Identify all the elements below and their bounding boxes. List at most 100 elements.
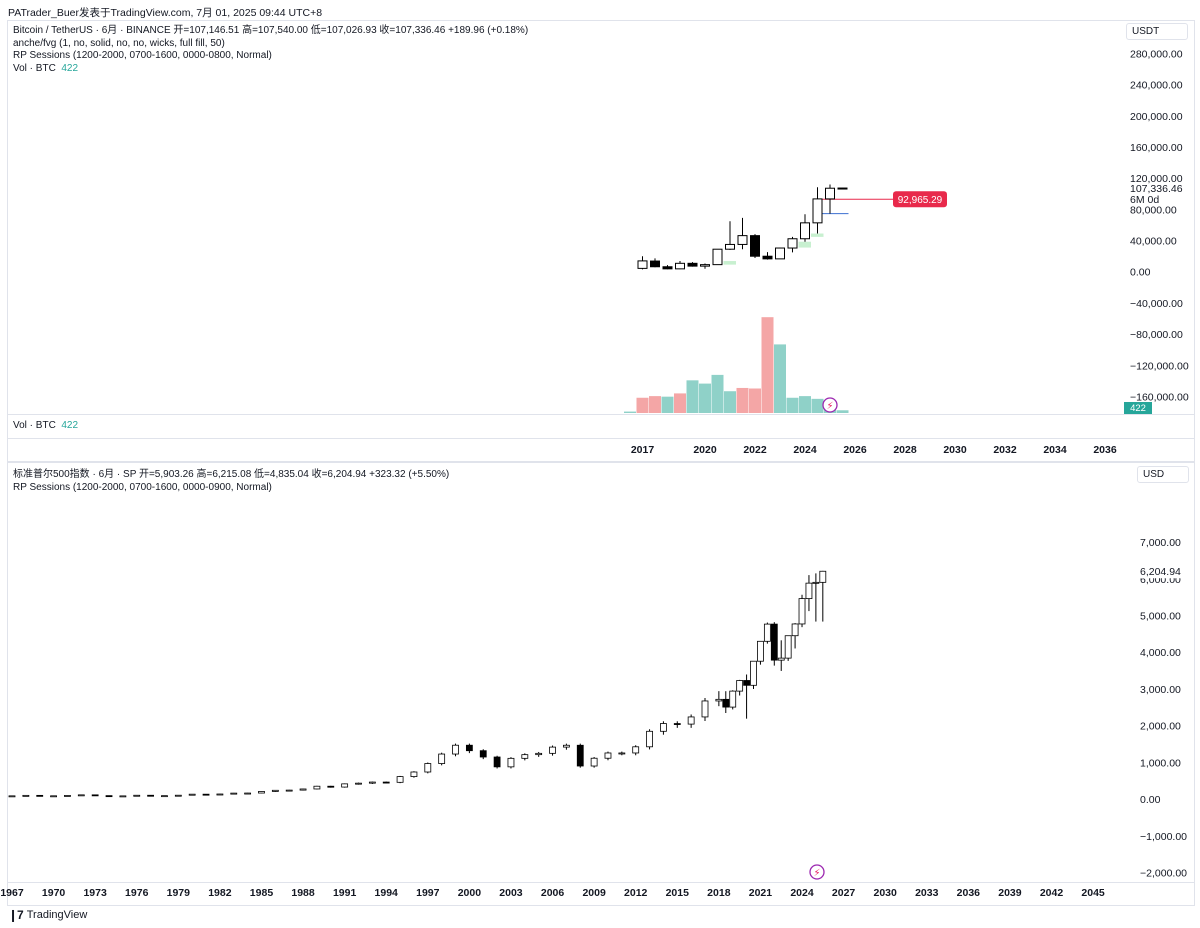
- spx-candle: [549, 746, 556, 754]
- btc-symbol-legend[interactable]: Bitcoin / TetherUS · 6月 · BINANCE 开=107,…: [13, 25, 529, 36]
- tradingview-logo[interactable]: ❙7 TradingView: [8, 908, 87, 922]
- btc-x-tick-label: 2036: [1093, 444, 1117, 456]
- spx-candle: [791, 623, 799, 637]
- spx-candle: [632, 746, 640, 754]
- btc-y-tick-label: 160,000.00: [1130, 142, 1183, 154]
- spx-x-tick-label: 1973: [83, 887, 107, 899]
- fvg-zone: [811, 233, 824, 237]
- lightning-glyph: ⚡: [826, 401, 833, 412]
- btc-candle: [775, 247, 785, 260]
- spx-candle: [230, 792, 238, 795]
- spx-candle: [729, 690, 737, 708]
- target-label-badge: [893, 191, 947, 208]
- spx-x-tick-label: 1979: [167, 887, 191, 899]
- spx-candle: [770, 623, 778, 661]
- spx-x-tick-label: 2018: [707, 887, 731, 899]
- btc-candle: [750, 235, 760, 257]
- btc-candle: [700, 264, 710, 267]
- btc-candle: [675, 262, 685, 270]
- btc-currency-button[interactable]: USDT: [1126, 23, 1188, 40]
- btc-candle: [650, 260, 660, 268]
- spx-last-price-bg: [1136, 564, 1192, 579]
- volume-value-badge-text: 422: [1130, 403, 1146, 414]
- btc-time-axis[interactable]: [7, 438, 1195, 462]
- spx-x-tick-label: 1988: [291, 887, 315, 899]
- spx-rp-sessions-legend[interactable]: RP Sessions (1200-2000, 0700-1600, 0000-…: [13, 481, 272, 493]
- spx-candle: [258, 791, 265, 794]
- btc-candle: [812, 198, 823, 224]
- btc-y-tick-label: −80,000.00: [1130, 329, 1183, 341]
- spx-candle: [396, 776, 404, 783]
- spx-last-price-label: 6,204.94: [1140, 566, 1181, 578]
- btc-volume-bar: [636, 397, 649, 413]
- spx-time-axis[interactable]: [7, 882, 1195, 906]
- spx-candle: [22, 794, 30, 797]
- spx-candle: [64, 795, 71, 797]
- tradingview-logo-icon: ❙7: [8, 908, 24, 922]
- spx-candle: [105, 795, 113, 798]
- spx-y-tick-label: 0.00: [1140, 794, 1161, 806]
- btc-volume-bar: [761, 317, 774, 413]
- btc-volume-pane-legend[interactable]: Vol · BTC 422: [13, 420, 79, 431]
- spx-y-tick-label: 2,000.00: [1140, 721, 1181, 733]
- spx-candle: [438, 753, 446, 764]
- btc-volume-bar: [686, 380, 699, 413]
- btc-volume-bar: [749, 388, 761, 413]
- spx-candle: [812, 581, 820, 584]
- fvg-indicator-legend[interactable]: anche/fvg (1, no, solid, no, no, wicks, …: [13, 37, 225, 49]
- spx-x-tick-label: 1994: [375, 887, 399, 899]
- spx-candle: [660, 723, 667, 732]
- btc-main-pane[interactable]: [7, 20, 1195, 416]
- tradingview-label: TradingView: [26, 909, 88, 921]
- btc-x-tick-label: 2032: [993, 444, 1017, 456]
- spx-chart[interactable]: 7,000.006,000.005,000.004,000.003,000.00…: [0, 460, 1200, 920]
- spx-candle: [673, 723, 681, 725]
- spx-y-tick-label: 5,000.00: [1140, 611, 1181, 623]
- btc-x-tick-label: 2034: [1043, 444, 1067, 456]
- spx-x-tick-label: 2027: [832, 887, 856, 899]
- spx-x-tick-label: 2030: [874, 887, 898, 899]
- volume-legend[interactable]: Vol · BTC 422: [13, 62, 79, 74]
- spx-candle: [91, 794, 99, 797]
- spx-y-tick-label: 3,000.00: [1140, 684, 1181, 696]
- target-label-text: 92,965.29: [898, 195, 943, 206]
- spx-candle: [736, 680, 744, 692]
- btc-x-tick-label: 2030: [943, 444, 967, 456]
- spx-symbol-legend[interactable]: 标准普尔500指数 · 6月 · SP 开=5,903.26 高=6,215.0…: [13, 469, 450, 480]
- spx-candle: [355, 782, 362, 785]
- btc-candle: [637, 260, 648, 269]
- btc-y-tick-label: 80,000.00: [1130, 204, 1177, 216]
- spx-candle: [763, 623, 771, 642]
- spx-candle: [646, 730, 653, 748]
- spx-x-tick-label: 2042: [1040, 887, 1064, 899]
- btc-candle: [662, 266, 673, 270]
- btc-volume-bar: [724, 391, 736, 413]
- spx-candle: [216, 793, 224, 796]
- spx-candle: [576, 744, 584, 767]
- spx-x-tick-label: 2021: [749, 887, 773, 899]
- spx-candle: [604, 752, 612, 759]
- spx-candle: [750, 660, 757, 686]
- btc-volume-bar: [836, 410, 849, 413]
- spx-candle: [285, 789, 293, 792]
- btc-x-tick-label: 2017: [631, 444, 655, 456]
- spx-main-pane[interactable]: [7, 462, 1195, 884]
- btc-x-tick-label: 2022: [743, 444, 767, 456]
- spx-currency-button[interactable]: USD: [1137, 466, 1189, 483]
- rp-sessions-legend[interactable]: RP Sessions (1200-2000, 0700-1600, 0000-…: [13, 50, 272, 61]
- spx-candle: [368, 781, 376, 784]
- spx-x-tick-label: 2033: [915, 887, 939, 899]
- spx-candle: [757, 640, 764, 662]
- spx-x-tick-label: 1970: [42, 887, 66, 899]
- btc-candle: [800, 222, 810, 240]
- btc-y-tick-label: −120,000.00: [1130, 360, 1189, 372]
- spx-candle: [341, 783, 349, 788]
- spx-candle: [819, 570, 827, 583]
- spx-candle: [701, 700, 709, 718]
- spx-lightning-glyph: ⚡: [813, 868, 820, 879]
- spx-candle: [327, 785, 335, 788]
- spx-candle: [147, 794, 155, 797]
- spx-x-tick-label: 1967: [0, 887, 24, 899]
- btc-chart[interactable]: 280,000.00 240,000.00 200,000.00 160,000.00…: [0, 0, 1200, 460]
- spx-x-tick-label: 2039: [998, 887, 1022, 899]
